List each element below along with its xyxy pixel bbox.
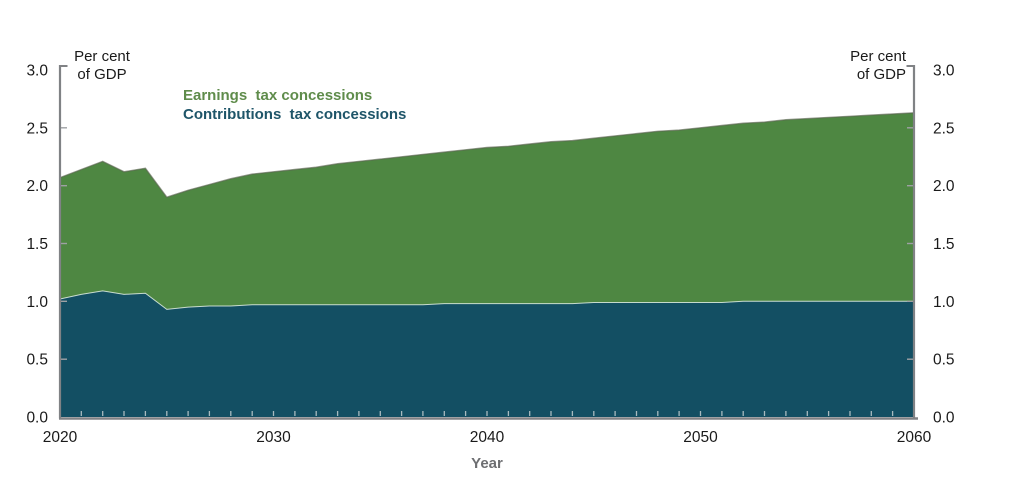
y-tick-label-right: 1.5: [933, 236, 955, 253]
y-tick-label-right: 0.0: [933, 410, 955, 427]
x-tick-label: 2060: [897, 429, 932, 446]
y-tick-label-left: 1.0: [26, 294, 48, 311]
y-tick-label-left: 3.0: [26, 63, 48, 80]
left-axis-unit-line1: Per cent: [74, 48, 130, 65]
legend-item-earnings: Earnings tax concessions: [183, 87, 373, 104]
x-axis-title: Year: [471, 455, 503, 472]
y-tick-label-left: 1.5: [26, 236, 48, 253]
y-tick-label-left: 0.5: [26, 352, 48, 369]
y-tick-label-left: 2.0: [26, 178, 48, 195]
left-axis-unit-label: Per cent of GDP: [62, 48, 142, 84]
y-tick-label-right: 3.0: [933, 63, 955, 80]
legend: Earnings tax concessions Contributions t…: [183, 87, 406, 124]
x-tick-label: 2020: [43, 429, 78, 446]
x-tick-label: 2030: [256, 429, 291, 446]
contributions-top-edge: [59, 290, 914, 310]
y-tick-label-right: 2.0: [933, 178, 955, 195]
right-axis-unit-line2: of GDP: [856, 66, 906, 83]
earnings-top-edge: [59, 112, 915, 199]
y-tick-label-left: 0.0: [26, 410, 48, 427]
x-tick-label: 2050: [683, 429, 718, 446]
y-tick-label-right: 2.5: [933, 120, 955, 137]
contributions-area: [60, 290, 914, 417]
x-tick-label: 2040: [470, 429, 505, 446]
right-axis-unit-line1: Per cent: [850, 48, 906, 65]
legend-item-contributions: Contributions tax concessions: [183, 105, 407, 123]
earnings-area: [60, 112, 914, 310]
y-tick-label-right: 0.5: [933, 352, 955, 369]
right-axis-unit-label: Per cent of GDP: [816, 48, 906, 84]
left-axis-unit-line2: of GDP: [77, 66, 127, 83]
y-tick-label-right: 1.0: [933, 294, 955, 311]
y-tick-label-left: 2.5: [26, 120, 48, 137]
